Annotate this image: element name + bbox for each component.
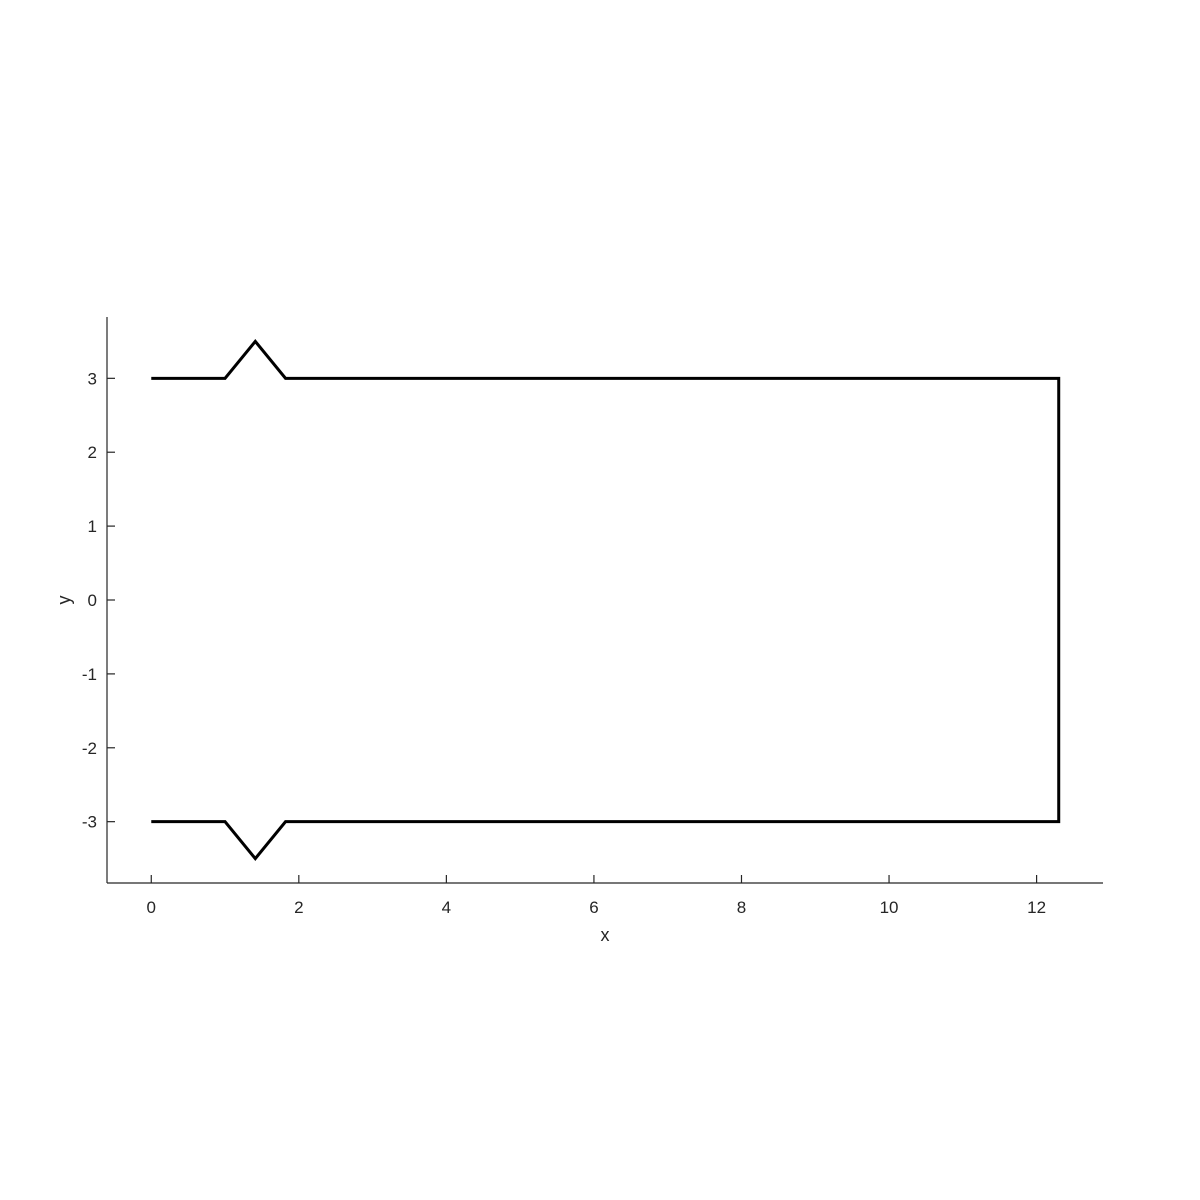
x-axis-label: x (601, 925, 610, 945)
y-tick-label: 0 (88, 591, 97, 610)
x-tick-label: 12 (1027, 898, 1046, 917)
y-tick-label: -2 (82, 739, 97, 758)
y-tick-label: 2 (88, 443, 97, 462)
x-tick-label: 8 (737, 898, 746, 917)
x-tick-label: 2 (294, 898, 303, 917)
x-tick-label: 10 (880, 898, 899, 917)
y-tick-label: -1 (82, 665, 97, 684)
y-axis-label: y (54, 596, 74, 605)
y-tick-label: -3 (82, 813, 97, 832)
y-tick-label: 3 (88, 369, 97, 388)
y-ticks: -3 -2 -1 0 1 2 3 (82, 369, 115, 832)
y-tick-label: 1 (88, 517, 97, 536)
axes (106, 317, 1103, 884)
x-tick-label: 0 (147, 898, 156, 917)
series-line (151, 339, 1061, 861)
x-tick-label: 4 (442, 898, 451, 917)
series-layer (151, 339, 1061, 861)
x-tick-label: 6 (589, 898, 598, 917)
x-ticks: 0 2 4 6 8 10 12 (147, 875, 1046, 917)
